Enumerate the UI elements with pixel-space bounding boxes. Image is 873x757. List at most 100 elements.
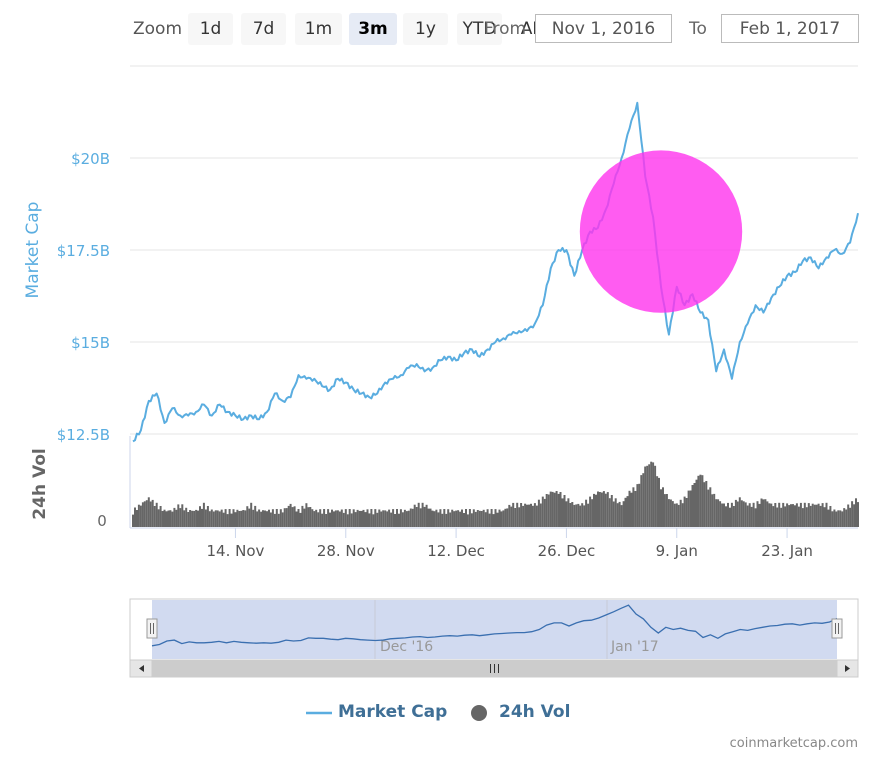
volume-bar: [157, 509, 160, 527]
volume-bar: [587, 503, 590, 527]
volume-bar: [628, 490, 631, 527]
volume-bar: [494, 509, 497, 527]
volume-bar: [662, 487, 664, 527]
volume-bar: [510, 506, 513, 527]
volume-bar: [569, 503, 572, 527]
volume-bar: [159, 506, 162, 527]
volume-bar: [484, 512, 487, 527]
volume-bar: [313, 511, 316, 527]
from-date-input[interactable]: Nov 1, 2016: [535, 14, 672, 43]
volume-bar: [555, 491, 558, 527]
volume-bar: [167, 510, 170, 527]
zoom-button-1m[interactable]: 1m: [295, 13, 342, 45]
volume-bar: [520, 503, 523, 527]
volume-bar: [336, 510, 339, 527]
volume-bar: [480, 511, 483, 527]
y-tick-label: $12.5B: [57, 426, 110, 444]
volume-bar: [269, 512, 272, 527]
volume-bar: [813, 504, 816, 527]
volume-bar: [547, 494, 550, 527]
volume-bar: [136, 510, 138, 527]
volume-bar: [226, 514, 229, 527]
navigator-selection[interactable]: [152, 600, 837, 659]
volume-bar: [577, 503, 580, 527]
zoom-button-1y[interactable]: 1y: [403, 13, 448, 45]
volume-bar: [799, 502, 802, 527]
volume-bar: [530, 503, 532, 527]
volume-bar: [727, 502, 729, 527]
to-label: To: [689, 19, 707, 39]
volume-bar: [723, 503, 725, 527]
legend-circle-icon: [471, 705, 487, 721]
volume-bar: [185, 507, 188, 527]
volume-bar: [768, 503, 771, 527]
volume-bar: [264, 510, 266, 527]
volume-bar: [179, 508, 182, 527]
zoom-button-7d[interactable]: 7d: [241, 13, 286, 45]
volume-bar: [149, 501, 152, 527]
volume-bar: [725, 506, 727, 527]
volume-bar: [413, 504, 416, 527]
navigator-handle-right[interactable]: [831, 618, 843, 639]
legend-market-cap[interactable]: Market Cap: [338, 702, 448, 722]
volume-bar: [616, 503, 619, 527]
volume-bar: [715, 499, 718, 527]
volume-bar: [445, 513, 448, 527]
volume-bar: [175, 509, 178, 527]
volume-bar: [364, 512, 367, 527]
zoom-button-1d[interactable]: 1d: [188, 13, 233, 45]
volume-bar: [539, 503, 542, 527]
volume-bar: [394, 514, 396, 527]
navigator-line: [151, 604, 838, 647]
volume-bar: [191, 510, 194, 527]
zoom-toolbar: Zoom 1d7d1m3m1yYTDALL From Nov 1, 2016 T…: [0, 0, 873, 60]
volume-bar: [719, 501, 722, 527]
x-axis-ticks: 14. Nov 28. Nov 12. Dec 26. Dec 9. Jan 23. Ja…: [206, 528, 813, 560]
volume-bar: [829, 506, 832, 527]
volume-bar: [526, 504, 528, 527]
volume-bar: [847, 504, 850, 527]
y-tick-label: $15B: [71, 334, 110, 352]
volume-bar: [786, 503, 789, 527]
navigator-handle-left[interactable]: [146, 618, 158, 639]
zoom-label: Zoom: [133, 19, 183, 39]
volume-bar: [533, 503, 536, 527]
volume-bar: [729, 507, 731, 527]
scrollbar[interactable]: [129, 659, 859, 678]
x-tick-label: 26. Dec: [538, 542, 596, 560]
volume-bar: [423, 506, 426, 527]
legend: Market Cap 24h Vol: [0, 700, 873, 728]
legend-24h-vol[interactable]: 24h Vol: [499, 702, 571, 722]
zoom-button-ytd[interactable]: YTD: [457, 13, 502, 45]
volume-bar: [348, 509, 351, 527]
volume-bar: [431, 510, 434, 527]
volume-bar: [368, 513, 371, 527]
volume-bar: [693, 483, 696, 527]
volume-bar: [663, 494, 666, 527]
volume-bar: [756, 501, 759, 527]
volume-bar: [701, 475, 704, 527]
volume-bar: [411, 508, 414, 527]
volume-bar: [356, 509, 359, 527]
volume-bar: [358, 510, 361, 527]
volume-bar: [811, 503, 814, 527]
volume-bar: [638, 483, 641, 527]
to-date-input[interactable]: Feb 1, 2017: [721, 14, 859, 43]
volume-bar: [293, 506, 296, 527]
volume-bar: [626, 496, 629, 527]
volume-bar: [441, 513, 444, 527]
volume-bar: [417, 502, 420, 527]
volume-bar: [208, 511, 211, 527]
volume-bar: [427, 508, 430, 527]
volume-bar: [782, 502, 785, 527]
volume-bar: [855, 498, 857, 527]
zoom-button-3m[interactable]: 3m: [349, 13, 397, 45]
volume-bar: [457, 510, 460, 527]
volume-bar: [291, 507, 294, 527]
volume-bar: [305, 503, 308, 527]
volume-bar: [492, 514, 495, 527]
volume-bar: [258, 509, 261, 527]
volume-bar: [514, 508, 517, 527]
volume-bar: [437, 512, 440, 527]
credit-link[interactable]: coinmarketcap.com: [729, 736, 858, 751]
